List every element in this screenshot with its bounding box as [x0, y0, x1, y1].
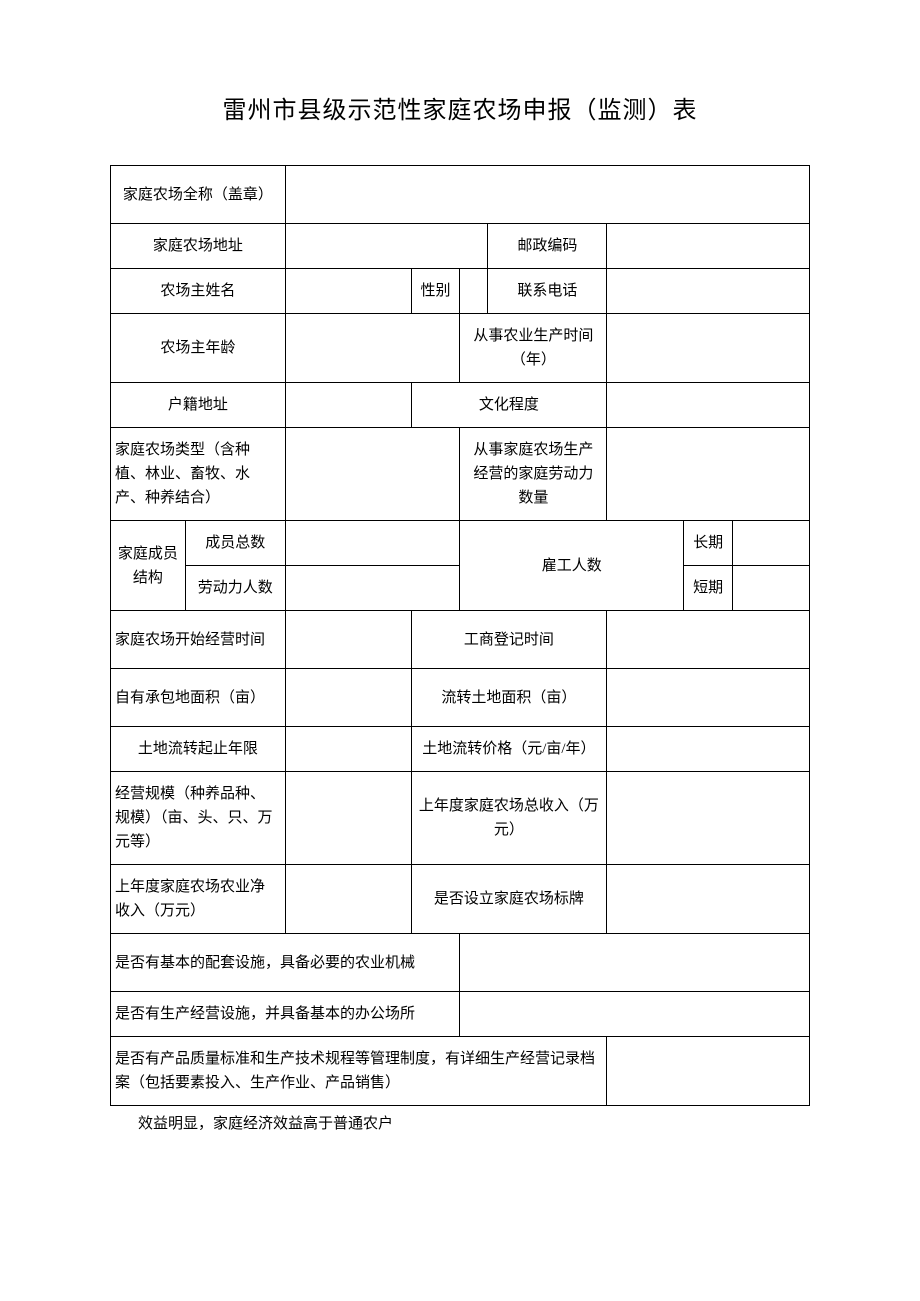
label-transfer-period: 土地流转起止年限	[111, 727, 286, 772]
label-start-time: 家庭农场开始经营时间	[111, 611, 286, 669]
form-title: 雷州市县级示范性家庭农场申报（监测）表	[110, 90, 810, 125]
value-gender[interactable]	[460, 269, 488, 314]
value-postal-code[interactable]	[607, 224, 810, 269]
value-transfer-period[interactable]	[285, 727, 411, 772]
value-has-facilities[interactable]	[460, 934, 810, 992]
value-start-time[interactable]	[285, 611, 411, 669]
value-farm-full-name[interactable]	[285, 166, 809, 224]
value-has-sign[interactable]	[607, 865, 810, 934]
label-gender: 性别	[411, 269, 460, 314]
label-farm-type: 家庭农场类型（含种植、林业、畜牧、水产、种养结合）	[111, 428, 286, 521]
value-registration-time[interactable]	[607, 611, 810, 669]
label-scale: 经营规模（种养品种、规模）（亩、头、只、万元等）	[111, 772, 286, 865]
value-last-year-income[interactable]	[607, 772, 810, 865]
value-ag-years[interactable]	[607, 314, 810, 383]
label-labor-count: 劳动力人数	[185, 566, 285, 611]
value-family-labor-count[interactable]	[607, 428, 810, 521]
label-has-premises: 是否有生产经营设施，并具备基本的办公场所	[111, 992, 460, 1037]
value-transfer-price[interactable]	[607, 727, 810, 772]
label-household-addr: 户籍地址	[111, 383, 286, 428]
value-total-members[interactable]	[285, 521, 460, 566]
value-has-standards[interactable]	[607, 1037, 810, 1106]
label-total-members: 成员总数	[185, 521, 285, 566]
label-family-labor-count: 从事家庭农场生产经营的家庭劳动力数量	[460, 428, 607, 521]
label-hired-workers: 雇工人数	[460, 521, 684, 611]
value-transfer-land[interactable]	[607, 669, 810, 727]
value-own-land[interactable]	[285, 669, 411, 727]
label-phone: 联系电话	[488, 269, 607, 314]
label-last-year-net: 上年度家庭农场农业净收入（万元）	[111, 865, 286, 934]
value-owner-name[interactable]	[285, 269, 411, 314]
value-short-term[interactable]	[733, 566, 810, 611]
label-has-facilities: 是否有基本的配套设施，具备必要的农业机械	[111, 934, 460, 992]
label-own-land: 自有承包地面积（亩）	[111, 669, 286, 727]
label-transfer-land: 流转土地面积（亩）	[411, 669, 607, 727]
value-education[interactable]	[607, 383, 810, 428]
label-has-sign: 是否设立家庭农场标牌	[411, 865, 607, 934]
footer-note: 效益明显，家庭经济效益高于普通农户	[110, 1112, 810, 1133]
label-has-standards: 是否有产品质量标准和生产技术规程等管理制度，有详细生产经营记录档案（包括要素投入…	[111, 1037, 607, 1106]
value-long-term[interactable]	[733, 521, 810, 566]
value-has-premises[interactable]	[460, 992, 810, 1037]
value-phone[interactable]	[607, 269, 810, 314]
value-farm-address[interactable]	[285, 224, 488, 269]
label-registration-time: 工商登记时间	[411, 611, 607, 669]
value-household-addr[interactable]	[285, 383, 411, 428]
label-last-year-income: 上年度家庭农场总收入（万元）	[411, 772, 607, 865]
label-ag-years: 从事农业生产时间（年）	[460, 314, 607, 383]
label-family-structure: 家庭成员结构	[111, 521, 186, 611]
label-owner-name: 农场主姓名	[111, 269, 286, 314]
value-last-year-net[interactable]	[285, 865, 411, 934]
label-postal-code: 邮政编码	[488, 224, 607, 269]
label-farm-full-name: 家庭农场全称（盖章）	[111, 166, 286, 224]
value-labor-count[interactable]	[285, 566, 460, 611]
value-scale[interactable]	[285, 772, 411, 865]
label-short-term: 短期	[684, 566, 733, 611]
label-long-term: 长期	[684, 521, 733, 566]
value-owner-age[interactable]	[285, 314, 460, 383]
label-farm-address: 家庭农场地址	[111, 224, 286, 269]
value-farm-type[interactable]	[285, 428, 460, 521]
label-education: 文化程度	[411, 383, 607, 428]
label-owner-age: 农场主年龄	[111, 314, 286, 383]
label-transfer-price: 土地流转价格（元/亩/年）	[411, 727, 607, 772]
application-form-table: 家庭农场全称（盖章） 家庭农场地址 邮政编码 农场主姓名 性别 联系电话 农场主…	[110, 165, 810, 1106]
